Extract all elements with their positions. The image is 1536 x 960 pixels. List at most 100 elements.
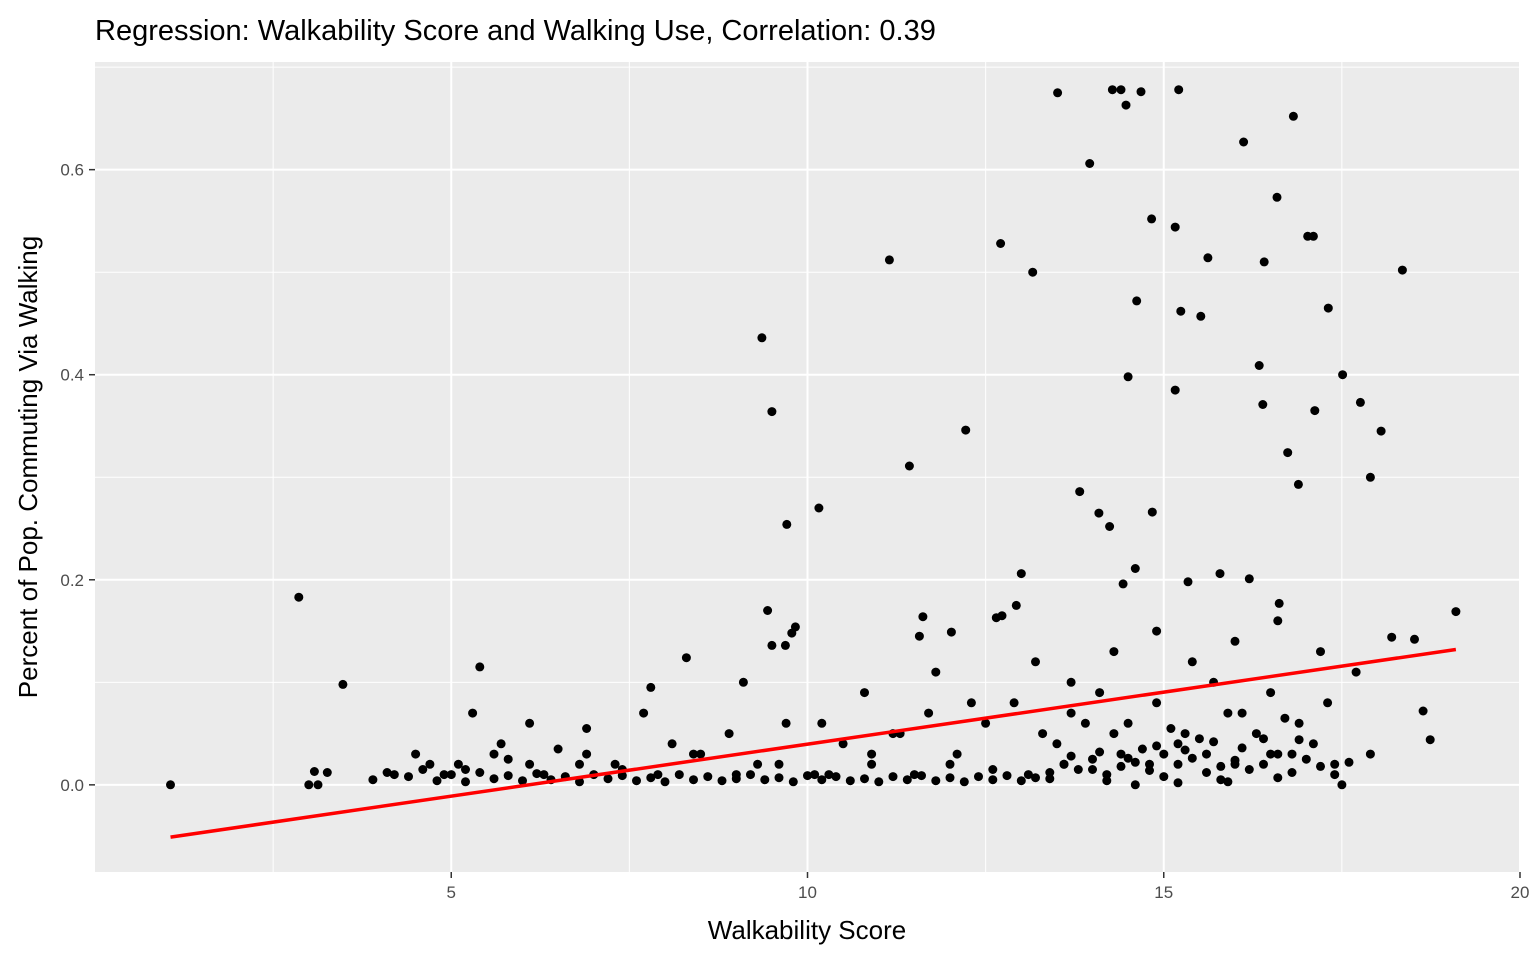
data-point [1045, 768, 1055, 777]
data-point [1105, 522, 1115, 531]
data-point [1216, 761, 1226, 771]
data-point [959, 777, 969, 787]
data-point [1102, 776, 1112, 786]
data-point [1118, 579, 1128, 589]
data-point [860, 774, 869, 784]
data-point [782, 519, 792, 529]
data-point [1159, 772, 1169, 782]
data-point [532, 769, 542, 779]
data-point [1123, 718, 1133, 728]
y-tick-label: 0.2 [60, 571, 84, 590]
data-point [1152, 698, 1162, 708]
data-point [1031, 773, 1040, 783]
data-point [1273, 773, 1283, 783]
data-point [453, 759, 463, 769]
data-point [1130, 757, 1140, 767]
data-point [1259, 759, 1268, 769]
data-point [1166, 724, 1176, 733]
data-point [313, 780, 323, 790]
data-point [1237, 743, 1247, 753]
data-point [1258, 400, 1268, 409]
data-point [1308, 231, 1318, 241]
data-point [1107, 85, 1117, 95]
grid-major [95, 62, 1521, 872]
data-point [639, 708, 649, 718]
data-point [774, 773, 784, 783]
data-point [1176, 306, 1186, 316]
data-point [817, 775, 827, 785]
data-point [1145, 766, 1154, 775]
data-point [294, 592, 304, 602]
data-point [461, 765, 470, 774]
data-point [988, 765, 998, 774]
x-tick-label: 15 [1154, 883, 1173, 902]
data-point [1223, 777, 1233, 787]
data-point [917, 771, 926, 781]
data-point [1147, 507, 1157, 517]
data-point [617, 771, 627, 781]
data-point [1244, 765, 1254, 774]
data-point [1080, 718, 1090, 728]
data-point [1202, 749, 1211, 759]
data-point [902, 775, 912, 785]
data-point [603, 774, 613, 784]
data-point [1287, 749, 1297, 759]
data-point [1310, 406, 1320, 416]
data-point [1259, 257, 1269, 267]
data-point [952, 749, 962, 759]
regression-line [170, 647, 1457, 839]
data-point [1137, 744, 1147, 754]
data-point [1237, 708, 1247, 718]
y-axis-title: Percent of Pop. Commuting Via Walking [13, 236, 43, 698]
data-point [503, 771, 513, 781]
data-point [1215, 569, 1225, 579]
data-point [575, 759, 584, 769]
data-point [539, 770, 549, 780]
data-point [411, 749, 421, 759]
data-point [582, 749, 592, 759]
data-point [1130, 564, 1140, 573]
data-point [432, 776, 442, 786]
data-point [1094, 508, 1104, 518]
data-point [1180, 745, 1190, 755]
x-tick-label: 10 [798, 883, 817, 902]
data-point [1180, 729, 1190, 739]
data-point [867, 749, 877, 759]
data-point [1266, 688, 1276, 698]
data-point [1159, 749, 1169, 759]
data-point [1330, 770, 1340, 780]
data-point [1223, 708, 1233, 718]
data-point [803, 771, 812, 781]
data-point [860, 688, 869, 698]
data-point [774, 759, 784, 769]
data-point [1355, 397, 1365, 407]
data-point [888, 772, 898, 782]
data-point [717, 776, 727, 786]
data-point [1016, 569, 1026, 579]
data-point [1095, 747, 1105, 757]
data-point [1397, 265, 1407, 275]
data-point [425, 759, 435, 769]
data-point [468, 708, 478, 718]
data-point [931, 776, 941, 786]
data-point [1216, 775, 1226, 785]
data-point [884, 255, 894, 265]
data-point [1152, 741, 1162, 751]
data-point [767, 407, 777, 417]
data-point [1066, 751, 1076, 761]
data-point [738, 677, 748, 687]
data-point [757, 333, 767, 343]
data-point [1251, 729, 1261, 739]
data-point [918, 612, 928, 622]
data-point [1418, 706, 1428, 716]
data-point [309, 767, 319, 776]
data-point [575, 777, 584, 787]
data-point [338, 679, 348, 689]
data-point [1095, 688, 1105, 698]
data-point [1365, 749, 1375, 759]
data-point [681, 653, 691, 663]
data-point [1294, 735, 1304, 745]
data-point [1109, 729, 1119, 739]
data-point [1280, 713, 1290, 723]
